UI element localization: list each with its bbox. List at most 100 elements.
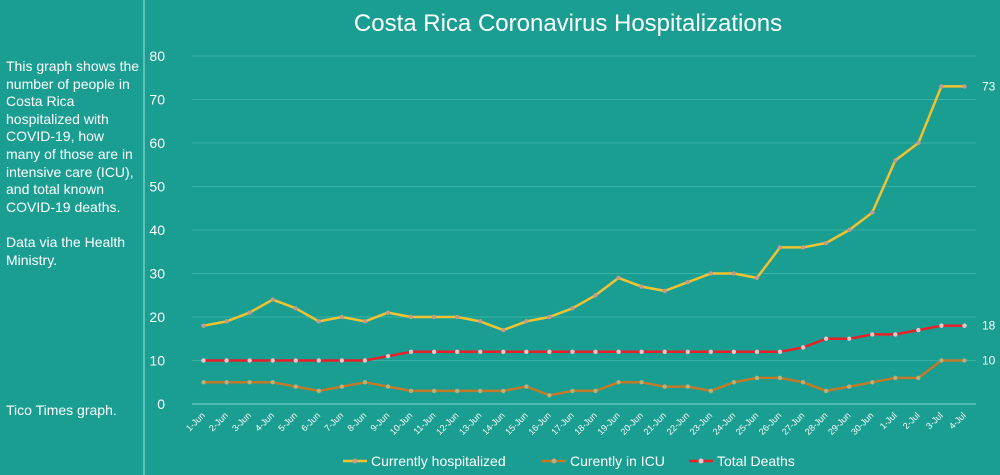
data-point-curently-in-icu <box>939 358 944 363</box>
data-point-curently-in-icu <box>316 388 322 394</box>
data-point-total-deaths <box>316 358 322 363</box>
x-axis-ticks: 1-Jun 2-Jun 3-Jun 4-Jun 5-Jun 6-Jun 7-Jun 8-Jun… <box>184 410 968 437</box>
x-tick-label: 2-Jun <box>207 410 230 433</box>
data-point-currently-hospitalized <box>662 288 667 294</box>
data-point-total-deaths <box>708 349 714 354</box>
x-tick-label: 29-Jun <box>826 410 853 437</box>
data-point-curently-in-icu <box>454 388 460 394</box>
data-point-total-deaths <box>293 358 298 363</box>
data-point-total-deaths <box>800 345 806 350</box>
legend-marker-curently-in-icu <box>551 458 557 464</box>
data-point-currently-hospitalized <box>708 271 714 276</box>
x-tick-label: 2-Jul <box>901 410 922 431</box>
x-tick-label: 5-Jun <box>276 410 299 433</box>
chart-description: This graph shows the number of people in… <box>6 58 140 268</box>
data-point-total-deaths <box>685 349 690 354</box>
legend-marker-total-deaths <box>698 458 704 464</box>
data-point-curently-in-icu <box>962 358 967 363</box>
data-point-curently-in-icu <box>777 375 783 381</box>
x-tick-label: 3-Jul <box>924 410 945 431</box>
data-point-total-deaths <box>454 349 460 354</box>
data-point-curently-in-icu <box>293 384 298 389</box>
series-line-curently-in-icu <box>203 359 965 397</box>
data-point-curently-in-icu <box>593 388 598 394</box>
data-point-curently-in-icu <box>639 380 644 385</box>
data-point-curently-in-icu <box>916 375 921 381</box>
legend-label-curently-in-icu: Curently in ICU <box>570 453 665 469</box>
data-point-currently-hospitalized <box>916 140 921 146</box>
data-point-currently-hospitalized <box>524 319 529 324</box>
end-labels: 73 10 18 <box>982 79 996 367</box>
data-point-currently-hospitalized <box>454 314 460 320</box>
x-tick-label: 6-Jun <box>299 410 322 433</box>
x-tick-label: 21-Jun <box>642 410 669 437</box>
data-point-total-deaths <box>385 353 391 359</box>
data-point-curently-in-icu <box>823 388 829 394</box>
chart-credit: Tico Times graph. <box>6 402 117 418</box>
y-axis-ticks: 0 10 20 30 40 50 60 70 80 <box>149 48 165 412</box>
data-point-total-deaths <box>777 349 783 354</box>
y-tick-label: 80 <box>149 48 165 64</box>
data-point-curently-in-icu <box>247 380 252 385</box>
series-points <box>201 84 967 398</box>
data-point-currently-hospitalized <box>293 306 298 311</box>
x-tick-label: 28-Jun <box>803 410 830 437</box>
y-tick-label: 20 <box>149 309 165 325</box>
data-point-total-deaths <box>224 358 229 363</box>
data-point-currently-hospitalized <box>639 284 644 289</box>
y-tick-label: 70 <box>149 92 165 108</box>
data-point-curently-in-icu <box>270 380 275 385</box>
x-tick-label: 26-Jun <box>757 410 784 437</box>
data-point-total-deaths <box>247 358 252 363</box>
x-tick-label: 24-Jun <box>711 410 738 437</box>
gridlines <box>192 55 976 405</box>
x-tick-label: 3-Jun <box>230 410 253 433</box>
x-tick-label: 10-Jun <box>388 410 415 437</box>
y-tick-label: 40 <box>149 222 165 238</box>
data-point-total-deaths <box>754 349 760 354</box>
x-tick-label: 7-Jun <box>322 410 345 433</box>
x-tick-label: 27-Jun <box>780 410 807 437</box>
data-point-total-deaths <box>616 349 621 354</box>
data-point-currently-hospitalized <box>224 319 229 324</box>
data-point-currently-hospitalized <box>201 323 206 328</box>
data-point-total-deaths <box>501 349 506 354</box>
data-point-currently-hospitalized <box>547 314 552 320</box>
data-point-total-deaths <box>593 349 598 354</box>
data-point-curently-in-icu <box>201 380 206 385</box>
x-tick-label: 22-Jun <box>665 410 692 437</box>
y-tick-label: 0 <box>157 396 165 412</box>
data-point-curently-in-icu <box>685 384 690 389</box>
data-point-curently-in-icu <box>339 384 345 389</box>
data-point-total-deaths <box>478 349 483 354</box>
x-tick-label: 12-Jun <box>434 410 461 437</box>
data-point-curently-in-icu <box>431 388 437 394</box>
data-point-total-deaths <box>731 349 737 354</box>
x-tick-label: 16-Jun <box>526 410 553 437</box>
x-tick-label: 8-Jun <box>345 410 368 433</box>
legend-label-currently-hospitalized: Currently hospitalized <box>371 453 506 469</box>
chart-title: Costa Rica Coronavirus Hospitalizations <box>354 10 782 37</box>
data-point-total-deaths <box>639 349 644 354</box>
x-tick-label: 1-Jun <box>184 410 207 433</box>
data-point-total-deaths <box>408 349 414 354</box>
data-point-currently-hospitalized <box>800 245 806 250</box>
data-point-currently-hospitalized <box>893 158 898 163</box>
data-point-currently-hospitalized <box>247 310 252 315</box>
data-point-curently-in-icu <box>731 380 737 385</box>
x-tick-label: 19-Jun <box>595 410 622 437</box>
sidebar-divider <box>143 0 145 475</box>
data-point-currently-hospitalized <box>685 280 690 285</box>
data-point-total-deaths <box>201 358 206 363</box>
x-tick-label: 25-Jun <box>734 410 761 437</box>
data-point-currently-hospitalized <box>846 227 852 233</box>
y-tick-label: 30 <box>149 266 165 282</box>
data-point-total-deaths <box>362 358 368 363</box>
data-point-currently-hospitalized <box>754 275 760 281</box>
data-point-total-deaths <box>570 349 575 354</box>
series-lines <box>203 85 965 397</box>
series-line-currently-hospitalized <box>203 85 965 332</box>
data-point-curently-in-icu <box>362 380 368 385</box>
data-point-curently-in-icu <box>501 388 506 394</box>
data-point-curently-in-icu <box>754 375 760 381</box>
